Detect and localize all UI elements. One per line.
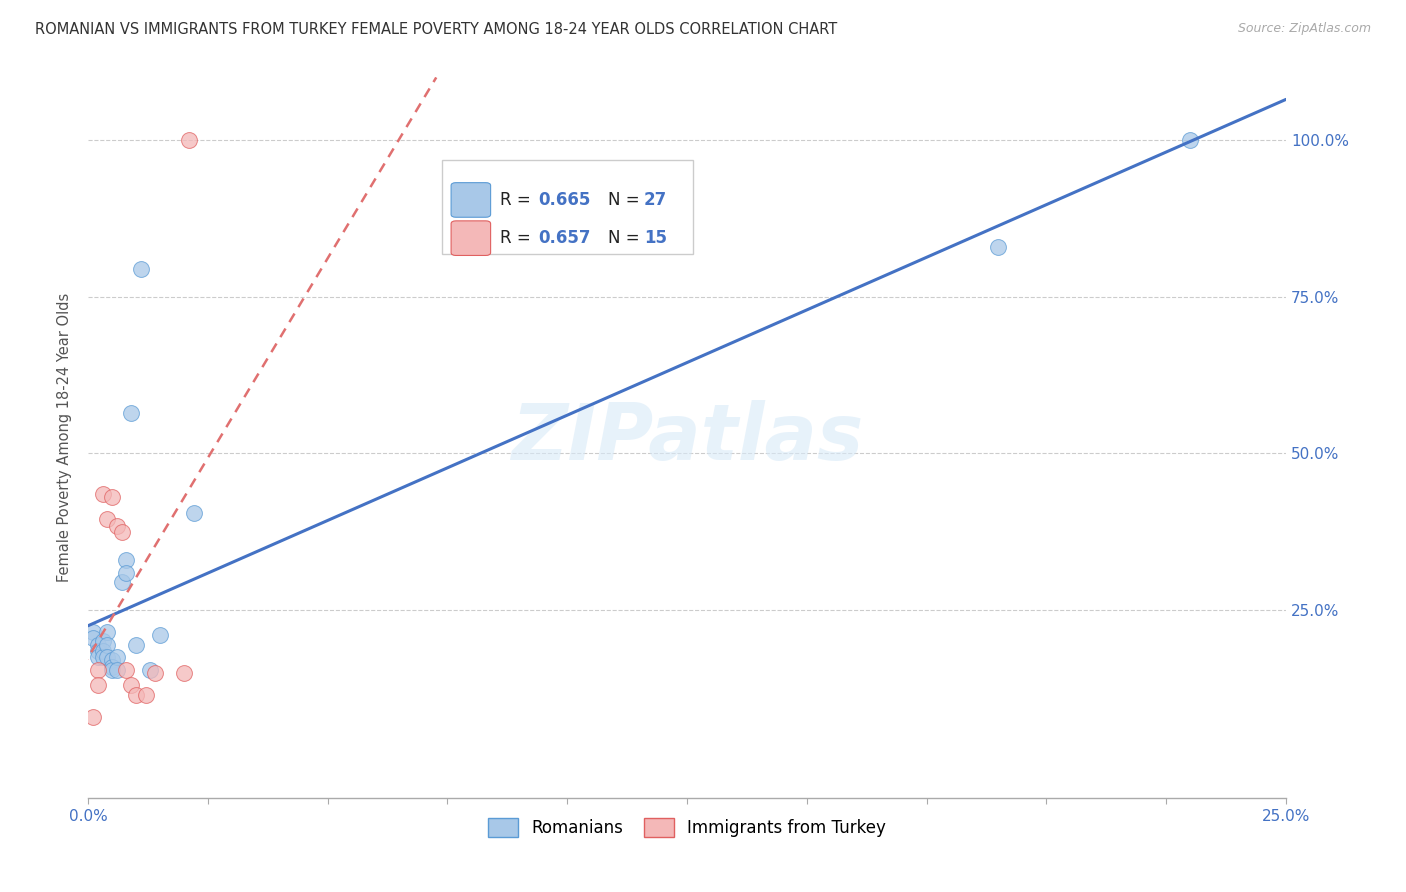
Point bbox=[96, 512, 118, 526]
Point bbox=[125, 688, 148, 702]
Point bbox=[87, 644, 110, 658]
Point bbox=[87, 638, 110, 652]
Text: 0.665: 0.665 bbox=[538, 191, 591, 209]
Point bbox=[105, 518, 128, 533]
Point bbox=[135, 688, 157, 702]
Point bbox=[105, 663, 128, 677]
Point bbox=[96, 625, 118, 640]
Text: 15: 15 bbox=[644, 229, 666, 247]
Point bbox=[139, 663, 162, 677]
Point bbox=[177, 133, 200, 147]
Point bbox=[87, 678, 110, 692]
FancyBboxPatch shape bbox=[451, 221, 491, 255]
Point bbox=[115, 553, 138, 567]
Point bbox=[183, 506, 205, 520]
Point bbox=[87, 650, 110, 665]
Point bbox=[82, 709, 104, 723]
Text: ROMANIAN VS IMMIGRANTS FROM TURKEY FEMALE POVERTY AMONG 18-24 YEAR OLDS CORRELAT: ROMANIAN VS IMMIGRANTS FROM TURKEY FEMAL… bbox=[35, 22, 838, 37]
Text: R =: R = bbox=[501, 229, 536, 247]
Point bbox=[91, 487, 114, 501]
Text: N =: N = bbox=[607, 191, 645, 209]
Legend: Romanians, Immigrants from Turkey: Romanians, Immigrants from Turkey bbox=[482, 812, 893, 844]
Point bbox=[129, 261, 152, 276]
Point bbox=[91, 634, 114, 648]
Point bbox=[82, 632, 104, 646]
Point bbox=[111, 574, 134, 589]
Point bbox=[101, 491, 124, 505]
Point bbox=[87, 663, 110, 677]
Y-axis label: Female Poverty Among 18-24 Year Olds: Female Poverty Among 18-24 Year Olds bbox=[58, 293, 72, 582]
FancyBboxPatch shape bbox=[441, 161, 693, 254]
Point bbox=[120, 406, 142, 420]
Point bbox=[96, 638, 118, 652]
Text: Source: ZipAtlas.com: Source: ZipAtlas.com bbox=[1237, 22, 1371, 36]
Point bbox=[987, 240, 1010, 254]
Point bbox=[96, 650, 118, 665]
Point bbox=[91, 644, 114, 658]
Text: R =: R = bbox=[501, 191, 536, 209]
Point bbox=[101, 653, 124, 667]
Point bbox=[120, 678, 142, 692]
Point bbox=[105, 650, 128, 665]
Point bbox=[149, 628, 172, 642]
Point bbox=[125, 638, 148, 652]
Point bbox=[91, 650, 114, 665]
Point bbox=[111, 524, 134, 539]
Point bbox=[101, 659, 124, 673]
Point bbox=[101, 663, 124, 677]
Point bbox=[1178, 133, 1201, 147]
Point bbox=[173, 665, 195, 680]
Point bbox=[115, 566, 138, 580]
Point bbox=[82, 625, 104, 640]
Point bbox=[143, 665, 166, 680]
Point bbox=[115, 663, 138, 677]
Text: ZIPatlas: ZIPatlas bbox=[510, 400, 863, 475]
Text: N =: N = bbox=[607, 229, 645, 247]
FancyBboxPatch shape bbox=[451, 183, 491, 218]
Text: 0.657: 0.657 bbox=[538, 229, 591, 247]
Text: 27: 27 bbox=[644, 191, 668, 209]
